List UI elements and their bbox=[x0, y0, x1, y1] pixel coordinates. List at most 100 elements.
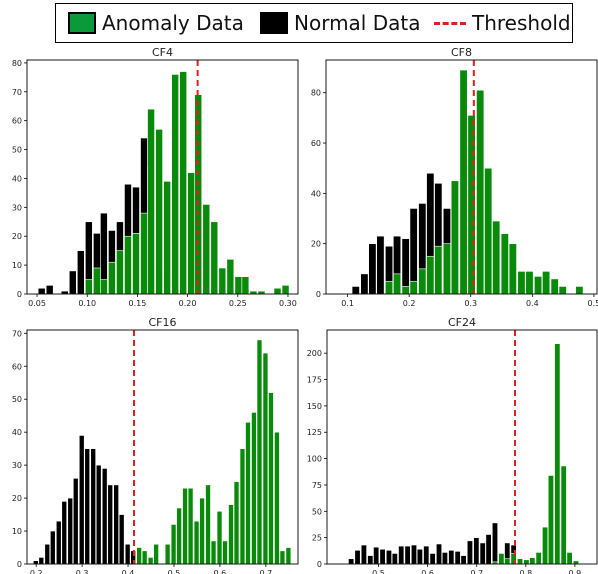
y-tick-label: 70 bbox=[12, 329, 22, 338]
anomaly-bar bbox=[434, 245, 443, 295]
anomaly-bar bbox=[147, 557, 154, 565]
anomaly-bar bbox=[450, 180, 459, 295]
anomaly-bar bbox=[85, 279, 93, 295]
chart-legend: Anomaly Data Normal Data Threshold bbox=[55, 3, 573, 43]
normal-bar bbox=[416, 548, 423, 565]
x-tick-label: 0.9 bbox=[569, 569, 582, 574]
anomaly-bar bbox=[164, 543, 171, 565]
x-tick-label: 0.10 bbox=[78, 299, 96, 308]
panel-title: CF24 bbox=[448, 316, 476, 329]
anomaly-bar bbox=[233, 481, 240, 565]
anomaly-bar bbox=[187, 172, 196, 295]
x-tick-label: 0.3 bbox=[76, 569, 89, 574]
normal-bar bbox=[95, 464, 102, 565]
normal-bar bbox=[491, 522, 498, 565]
normal-bar bbox=[485, 534, 492, 565]
y-tick-label: 40 bbox=[311, 189, 321, 198]
plot-frame bbox=[26, 59, 299, 295]
normal-bar bbox=[368, 243, 377, 295]
normal-bar bbox=[360, 273, 369, 295]
x-tick-label: 0.1 bbox=[341, 299, 354, 308]
normal-bar bbox=[401, 238, 410, 295]
legend-label-normal: Normal Data bbox=[294, 11, 421, 35]
normal-bar bbox=[55, 520, 62, 565]
panel-title: CF4 bbox=[152, 46, 173, 59]
x-tick-label: 0.4 bbox=[122, 569, 135, 574]
anomaly-bar bbox=[147, 108, 155, 295]
anomaly-bar bbox=[535, 552, 542, 565]
y-tick-label: 40 bbox=[12, 174, 22, 183]
anomaly-bar bbox=[279, 550, 286, 565]
anomaly-bar bbox=[542, 526, 549, 565]
anomaly-bar bbox=[210, 221, 219, 295]
normal-bar bbox=[101, 468, 108, 565]
x-tick-label: 0.8 bbox=[519, 569, 532, 574]
x-tick-label: 0.30 bbox=[279, 299, 297, 308]
anomaly-bar bbox=[500, 233, 509, 295]
anomaly-bar bbox=[176, 507, 182, 565]
x-tick-label: 0.5 bbox=[372, 569, 385, 574]
x-tick-label: 0.05 bbox=[28, 299, 46, 308]
anomaly-bar bbox=[171, 74, 179, 295]
anomaly-bar bbox=[393, 273, 402, 295]
normal-bar bbox=[454, 551, 461, 565]
normal-bar bbox=[435, 543, 443, 565]
x-tick-label: 0.6 bbox=[421, 569, 434, 574]
anomaly-bar bbox=[268, 392, 274, 565]
x-tick-label: 0.25 bbox=[229, 299, 247, 308]
normal-bar bbox=[404, 545, 411, 565]
y-tick-label: 175 bbox=[307, 376, 322, 385]
anomaly-bar bbox=[554, 343, 561, 565]
normal-bar bbox=[113, 484, 119, 565]
normal-bar bbox=[348, 558, 355, 565]
y-tick-label: 10 bbox=[12, 261, 22, 270]
anomaly-bar bbox=[534, 276, 543, 295]
anomaly-bar bbox=[285, 547, 292, 565]
normal-bar bbox=[385, 549, 392, 565]
panel-title: CF8 bbox=[451, 46, 472, 59]
normal-bar bbox=[367, 555, 374, 565]
anomaly-bar bbox=[193, 520, 200, 565]
panel-title: CF16 bbox=[148, 316, 176, 329]
anomaly-bar bbox=[216, 510, 223, 565]
y-tick-label: 40 bbox=[12, 428, 22, 437]
anomaly-bar bbox=[108, 261, 116, 295]
y-tick-label: 80 bbox=[311, 89, 321, 98]
anomaly-bar bbox=[239, 448, 246, 565]
anomaly-bar bbox=[426, 255, 435, 295]
y-tick-label: 70 bbox=[12, 88, 22, 97]
y-tick-label: 10 bbox=[12, 527, 22, 536]
normal-bar bbox=[423, 545, 430, 565]
normal-bar bbox=[90, 448, 96, 565]
x-tick-label: 0.7 bbox=[470, 569, 483, 574]
anomaly-bar bbox=[476, 89, 485, 295]
normal-bar bbox=[76, 250, 85, 295]
x-tick-label: 0.2 bbox=[30, 569, 43, 574]
normal-bar bbox=[379, 548, 386, 565]
normal-bar bbox=[44, 543, 51, 565]
anomaly-bar bbox=[558, 286, 567, 295]
anomaly-bar bbox=[153, 543, 159, 565]
anomaly-bar bbox=[516, 558, 524, 565]
plot-frame bbox=[326, 329, 598, 565]
anomaly-bar bbox=[241, 276, 250, 295]
y-tick-label: 60 bbox=[311, 139, 321, 148]
y-tick-label: 25 bbox=[312, 534, 322, 543]
normal-bar bbox=[351, 286, 360, 295]
anomaly-bar bbox=[484, 167, 493, 295]
anomaly-bar bbox=[517, 271, 526, 295]
y-tick-label: 50 bbox=[12, 395, 22, 404]
anomaly-bar bbox=[498, 553, 505, 565]
anomaly-bar bbox=[141, 550, 148, 565]
y-tick-label: 0 bbox=[17, 560, 22, 569]
anomaly-bar bbox=[273, 287, 282, 295]
normal-bar bbox=[391, 553, 398, 565]
y-tick-label: 0 bbox=[17, 290, 22, 299]
y-tick-label: 0 bbox=[317, 560, 322, 569]
anomaly-bar bbox=[459, 69, 468, 295]
anomaly-bar bbox=[132, 233, 140, 295]
anomaly-bar bbox=[572, 560, 579, 565]
anomaly-bar bbox=[385, 281, 394, 295]
x-tick-label: 0.15 bbox=[129, 299, 147, 308]
